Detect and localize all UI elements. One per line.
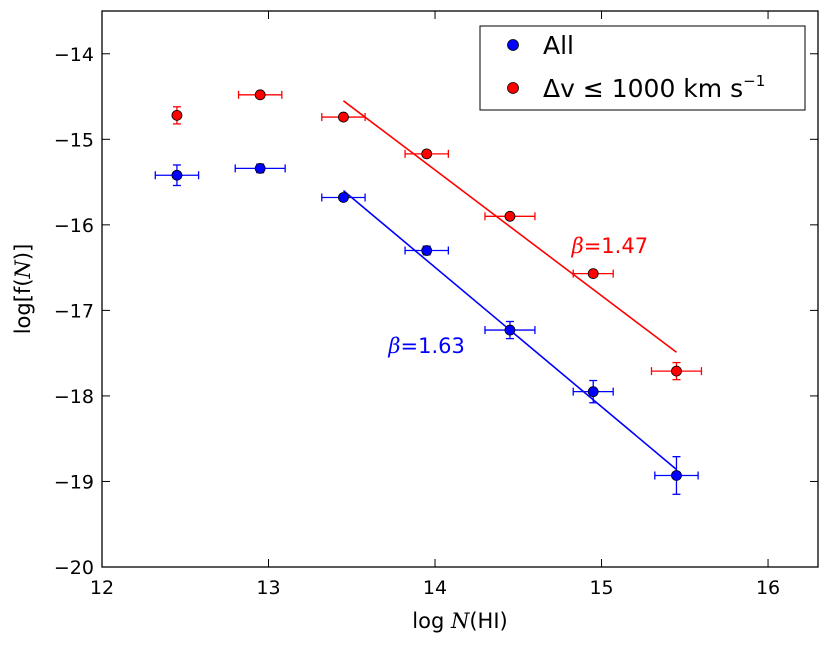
x-tick-label: 13 bbox=[256, 577, 280, 599]
fit-label-dv: β=1.47 bbox=[571, 234, 649, 258]
data-point bbox=[338, 111, 349, 123]
y-tick-label: −19 bbox=[54, 471, 94, 493]
data-point bbox=[171, 169, 183, 181]
data-point bbox=[254, 89, 266, 101]
fit-line bbox=[342, 100, 677, 353]
data-points bbox=[154, 89, 703, 495]
data-point bbox=[504, 324, 516, 336]
data-point bbox=[504, 210, 516, 222]
data-point bbox=[338, 192, 349, 203]
y-tick-label: −15 bbox=[54, 129, 94, 151]
data-point bbox=[254, 162, 266, 174]
x-axis-label: log N(HI) bbox=[412, 609, 507, 633]
x-tick-label: 15 bbox=[589, 577, 613, 599]
data-point bbox=[421, 245, 433, 256]
y-tick-label: −17 bbox=[54, 300, 94, 322]
data-point bbox=[587, 386, 599, 398]
legend-marker-dv bbox=[507, 82, 519, 94]
legend-marker-all bbox=[507, 39, 519, 51]
fit-label-all: β=1.63 bbox=[387, 334, 465, 358]
y-tick-label: −20 bbox=[54, 557, 94, 579]
x-tick-label: 16 bbox=[756, 577, 780, 599]
legend-label-all: All bbox=[543, 31, 574, 60]
legend: All Δv ≤ 1000 km s−1 bbox=[479, 25, 806, 111]
data-point bbox=[171, 109, 183, 121]
x-tick-label: 12 bbox=[90, 577, 114, 599]
x-tick-label: 14 bbox=[423, 577, 447, 599]
y-tick-label: −16 bbox=[54, 215, 94, 237]
data-point bbox=[587, 268, 599, 280]
axis-ticks: 12 13 14 15 16 −20 −19 −18 −17 −16 −15 −14 bbox=[54, 11, 818, 599]
y-axis-label: log[f(N)] bbox=[11, 244, 35, 335]
legend-label-dv: Δv ≤ 1000 km s−1 bbox=[543, 72, 765, 103]
y-tick-label: −18 bbox=[54, 386, 94, 408]
data-point bbox=[671, 470, 682, 481]
y-tick-label: −14 bbox=[54, 44, 94, 66]
data-point bbox=[421, 148, 433, 160]
legend-box bbox=[479, 25, 806, 111]
data-point bbox=[671, 365, 682, 377]
